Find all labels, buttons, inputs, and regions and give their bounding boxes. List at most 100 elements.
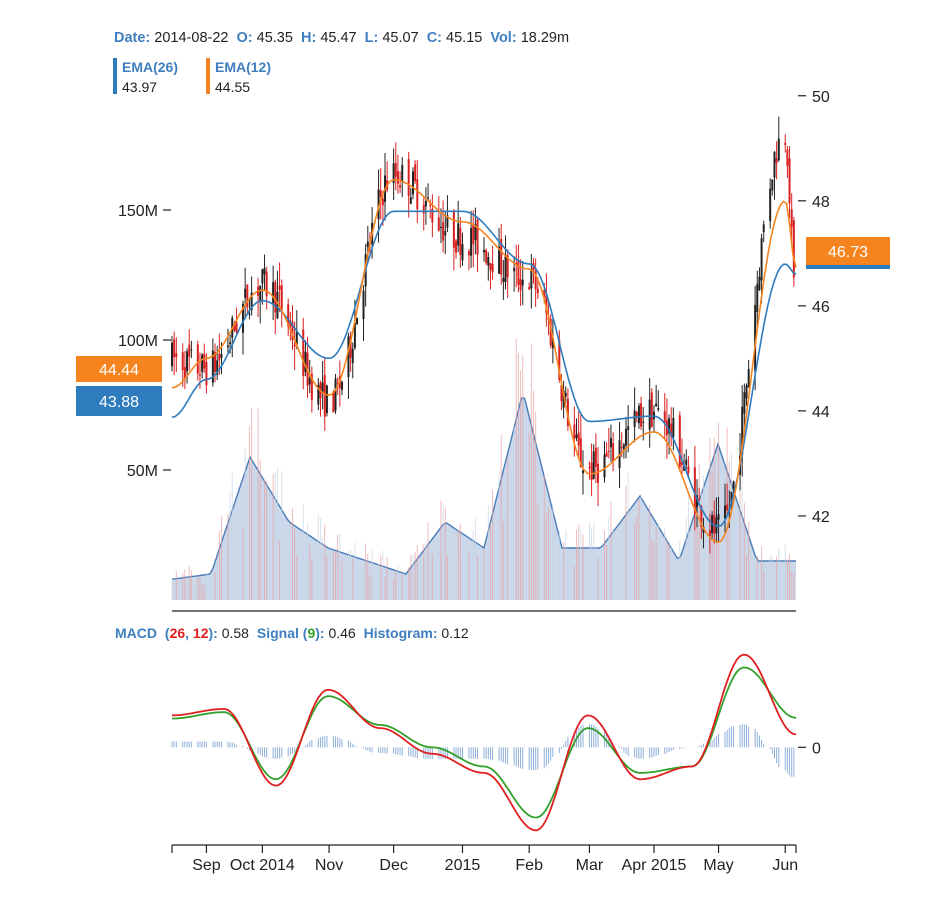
candle-body bbox=[730, 491, 733, 506]
candle bbox=[756, 270, 759, 327]
candle bbox=[633, 387, 636, 443]
candle-body bbox=[487, 257, 490, 266]
candle-body bbox=[741, 406, 744, 455]
candle-body bbox=[356, 317, 359, 325]
candle-body bbox=[467, 251, 470, 256]
candle bbox=[515, 244, 518, 288]
candle bbox=[276, 270, 279, 320]
candle-body bbox=[183, 367, 186, 379]
candle-body bbox=[457, 223, 460, 246]
candle-body bbox=[351, 348, 354, 364]
candle bbox=[747, 359, 750, 388]
time-tick-label: Dec bbox=[379, 857, 407, 874]
candle-body bbox=[188, 344, 191, 357]
candle-body bbox=[528, 287, 531, 290]
candle-body bbox=[235, 322, 238, 333]
candle-body bbox=[581, 470, 584, 474]
candle bbox=[201, 353, 204, 379]
candle-body bbox=[625, 428, 628, 446]
candle bbox=[181, 343, 184, 387]
candle-body bbox=[220, 354, 223, 358]
candle-body bbox=[211, 350, 214, 383]
candle bbox=[183, 350, 186, 390]
candle-body bbox=[620, 446, 623, 448]
candle bbox=[786, 145, 789, 178]
candle-body bbox=[399, 185, 402, 188]
left-ema26-price-label: 43.88 bbox=[76, 386, 162, 416]
candle-body bbox=[381, 198, 384, 206]
signal-period: 9 bbox=[307, 625, 315, 641]
candle bbox=[577, 411, 580, 460]
candle-body bbox=[366, 241, 369, 248]
candle-body bbox=[680, 461, 683, 465]
candle-body bbox=[521, 279, 524, 286]
candle bbox=[717, 496, 720, 542]
candle bbox=[685, 449, 688, 471]
candle bbox=[263, 254, 266, 291]
candle-body bbox=[278, 285, 281, 290]
svg-text:43.88: 43.88 bbox=[99, 394, 139, 411]
candle bbox=[517, 244, 520, 293]
candle bbox=[231, 315, 234, 358]
candle-body bbox=[758, 276, 761, 290]
candle-body bbox=[545, 295, 548, 314]
candle-body bbox=[321, 382, 324, 394]
candle bbox=[562, 380, 565, 419]
candle-body bbox=[700, 506, 703, 527]
candle bbox=[678, 411, 681, 472]
candle-body bbox=[790, 209, 793, 228]
candle bbox=[491, 245, 494, 280]
candle bbox=[594, 433, 597, 484]
candle-body bbox=[760, 238, 763, 281]
candle-body bbox=[205, 362, 208, 386]
candle-body bbox=[775, 158, 778, 164]
candle bbox=[293, 321, 296, 371]
candle bbox=[302, 317, 305, 390]
candle bbox=[745, 383, 748, 406]
candle-body bbox=[530, 268, 533, 289]
candle bbox=[427, 183, 430, 201]
candle bbox=[362, 285, 365, 341]
candle-body bbox=[431, 208, 434, 223]
candle bbox=[650, 388, 653, 428]
candle bbox=[625, 416, 628, 459]
candle-body bbox=[558, 339, 561, 380]
candle bbox=[485, 248, 488, 266]
candle-body bbox=[483, 250, 485, 253]
candle-body bbox=[291, 322, 294, 340]
candle-body bbox=[513, 267, 516, 272]
candle bbox=[308, 359, 311, 394]
candle bbox=[379, 167, 382, 220]
candle-body bbox=[788, 158, 791, 204]
candle bbox=[687, 456, 690, 476]
candle-body bbox=[304, 351, 307, 372]
candle bbox=[758, 267, 761, 291]
candle bbox=[743, 383, 746, 431]
candle-body bbox=[226, 345, 229, 348]
candle-body bbox=[562, 390, 565, 408]
candle-body bbox=[777, 138, 780, 161]
candle-body bbox=[577, 432, 580, 446]
candle bbox=[790, 193, 793, 245]
candle-body bbox=[244, 288, 247, 298]
candle-body bbox=[771, 179, 774, 191]
candle bbox=[657, 390, 660, 412]
candle bbox=[310, 366, 313, 413]
candle bbox=[607, 427, 610, 459]
candle-body bbox=[622, 444, 625, 450]
candle-body bbox=[773, 151, 776, 178]
candle-body bbox=[229, 342, 232, 345]
candle bbox=[652, 405, 655, 432]
price-tick-label: 50 bbox=[812, 89, 830, 106]
candle bbox=[696, 479, 699, 528]
candle bbox=[321, 360, 324, 410]
candle bbox=[325, 384, 328, 417]
candle-body bbox=[401, 165, 404, 182]
candle-body bbox=[717, 514, 720, 520]
candle bbox=[392, 148, 395, 200]
svg-text:44.44: 44.44 bbox=[99, 362, 139, 379]
candle bbox=[205, 353, 208, 394]
candle-body bbox=[640, 403, 643, 427]
candle bbox=[788, 146, 791, 219]
candle-body bbox=[609, 438, 612, 448]
